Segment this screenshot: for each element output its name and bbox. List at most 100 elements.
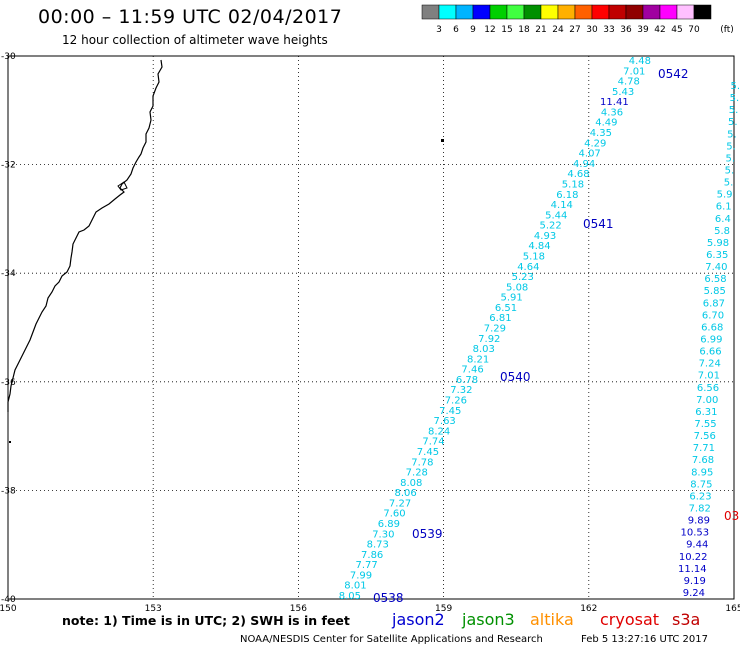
color-legend: 3 6 9 12 15 18 21 24 27 30 33 36 39 42 45 70 (ft): [421, 4, 734, 35]
legend-label: 39: [637, 25, 649, 35]
wave-height-value: 7.01: [698, 371, 720, 382]
wave-height-value: 6.51: [495, 303, 517, 314]
wave-height-value: 10.53: [681, 528, 710, 539]
wave-height-value: 7.45: [439, 406, 461, 417]
wave-height-value: 5.: [728, 117, 738, 128]
legend-swatch: [421, 4, 440, 20]
wave-height-value: 7.29: [484, 324, 506, 335]
wave-height-value: 4.48: [629, 56, 651, 67]
wave-height-value: 6.18: [556, 190, 578, 201]
map-frame: [7, 55, 735, 600]
wave-height-value: 7.45: [417, 447, 439, 458]
legend-swatch: [523, 4, 542, 20]
wave-height-value: 5.8: [714, 226, 730, 237]
legend-label: 21: [535, 25, 546, 35]
wave-height-value: 4.68: [567, 169, 589, 180]
wave-height-value: 7.63: [434, 416, 456, 427]
legend-label: 42: [654, 25, 665, 35]
legend-swatch: [625, 4, 644, 20]
wave-height-value: 4.78: [618, 77, 640, 88]
wave-height-value: 7.00: [696, 395, 718, 406]
wave-height-value: 9.19: [684, 576, 706, 587]
legend-swatch: [659, 4, 678, 20]
wave-height-value: 7.24: [699, 359, 721, 370]
lat-label: -38: [1, 486, 16, 496]
graticule: [8, 56, 734, 599]
wave-height-value: 5.22: [540, 221, 562, 232]
legend-swatch: [676, 4, 695, 20]
wave-height-value: 7.26: [445, 396, 467, 407]
wave-height-value: 5.85: [704, 286, 726, 297]
time-labels: 0538 0539 0540 0541 0542 03: [373, 67, 739, 605]
legend-label: 33: [603, 25, 614, 35]
wave-height-value: 5.18: [562, 179, 584, 190]
legend-label: 30: [586, 25, 598, 35]
wave-height-value: 5.43: [612, 87, 634, 98]
wave-height-value: 8.21: [467, 354, 489, 365]
wave-height-value: 4.35: [590, 128, 612, 139]
wave-height-value: 4.36: [601, 107, 623, 118]
wave-height-value: 4.29: [584, 138, 606, 149]
wave-height-value: 6.89: [378, 519, 400, 530]
island-marker-2: [9, 441, 11, 443]
wave-height-value: 4.84: [528, 241, 550, 252]
footer-timestamp: Feb 5 13:27:16 UTC 2017: [581, 634, 708, 645]
wave-height-value: 11.14: [678, 564, 707, 575]
satellite-label-cryosat: cryosat: [600, 610, 660, 629]
wave-height-value: 6.35: [706, 250, 728, 261]
wave-height-value: 7.71: [693, 443, 715, 454]
note-text: note: 1) Time is in UTC; 2) SWH is in fe…: [62, 613, 350, 628]
wave-height-value: 9.44: [686, 540, 708, 551]
wave-height-value: 7.40: [705, 262, 727, 273]
satellite-label-jason3: jason3: [462, 610, 515, 629]
footer-credit: NOAA/NESDIS Center for Satellite Applica…: [240, 634, 543, 645]
wave-height-value: 7.82: [689, 504, 711, 515]
legend-swatch: [472, 4, 491, 20]
legend-swatch: [557, 4, 576, 20]
wave-height-value: 8.03: [473, 344, 495, 355]
wave-height-value: 6.70: [702, 310, 724, 321]
wave-height-value: 7.28: [406, 468, 428, 479]
wave-height-value: 5.: [730, 81, 740, 92]
lon-label: 156: [290, 604, 307, 614]
satellite-track-east: 9.249.1911.1410.229.4410.539.897.826.238…: [678, 81, 740, 599]
wave-height-value: 5.: [729, 105, 739, 116]
lat-label: -32: [1, 161, 16, 171]
lon-label: 162: [580, 604, 597, 614]
wave-height-value: 5.91: [500, 293, 522, 304]
lat-label: -30: [1, 52, 16, 62]
satellite-label-s3a: s3a: [672, 610, 701, 629]
wave-height-value: 6.58: [704, 274, 726, 285]
satellite-track-jason2: 8.058.017.997.777.868.737.306.897.607.27…: [339, 56, 651, 602]
wave-height-value: 5.: [724, 178, 734, 189]
legend-swatch: [693, 4, 712, 20]
wave-height-value: 6.23: [689, 491, 711, 502]
legend-label: 36: [620, 25, 632, 35]
wave-height-value: 5.08: [506, 282, 528, 293]
wave-height-value: 5.: [725, 153, 735, 164]
wave-height-value: 8.75: [690, 479, 712, 490]
wave-height-value: 6.56: [697, 383, 719, 394]
wave-height-value: 5.18: [523, 251, 545, 262]
wave-height-value: 5.: [725, 166, 735, 177]
legend-swatch: [574, 4, 593, 20]
wave-height-value: 7.55: [694, 419, 716, 430]
wave-height-value: 5.23: [512, 272, 534, 283]
legend-swatch: [642, 4, 661, 20]
wave-height-value: 6.78: [456, 375, 478, 386]
wave-height-value: 4.64: [517, 262, 539, 273]
wave-height-value: 7.99: [350, 570, 372, 581]
legend-swatch: [489, 4, 508, 20]
wave-height-value: 6.68: [701, 322, 723, 333]
wave-height-value: 8.01: [344, 581, 366, 592]
wave-height-value: 4.94: [573, 159, 595, 170]
satellite-label-jason2: jason2: [392, 610, 445, 629]
wave-height-value: 10.22: [679, 552, 708, 563]
wave-height-value: 5.: [730, 93, 740, 104]
wave-height-value: 5.9: [717, 190, 733, 201]
legend-swatch: [591, 4, 610, 20]
wave-height-value: 6.99: [700, 335, 722, 346]
pass-time-label: 0540: [500, 370, 531, 384]
wave-height-value: 6.31: [695, 407, 717, 418]
wave-height-value: 4.07: [579, 149, 601, 160]
